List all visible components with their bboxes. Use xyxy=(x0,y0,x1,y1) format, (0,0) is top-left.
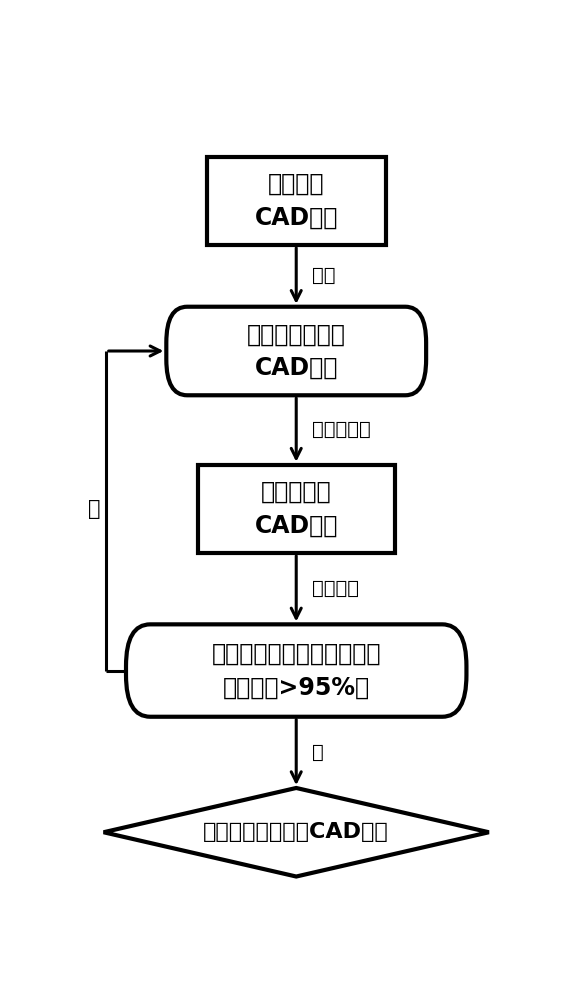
Polygon shape xyxy=(103,788,489,877)
Text: 模拟前模型为包套CAD模型: 模拟前模型为包套CAD模型 xyxy=(203,822,389,842)
Text: 否: 否 xyxy=(87,499,100,519)
Text: 变形量补偿: 变形量补偿 xyxy=(312,420,370,439)
Text: 零件三维
CAD模型: 零件三维 CAD模型 xyxy=(254,172,338,230)
Text: 补偿后零件
CAD模型: 补偿后零件 CAD模型 xyxy=(254,480,338,538)
Text: 模拟结果模型与零件模型尺
寸吻合（>95%）: 模拟结果模型与零件模型尺 寸吻合（>95%） xyxy=(212,642,381,699)
Text: 模拟: 模拟 xyxy=(312,266,335,285)
Text: 是: 是 xyxy=(312,743,324,762)
Bar xyxy=(198,465,395,553)
Text: 再次模拟: 再次模拟 xyxy=(312,579,359,598)
FancyBboxPatch shape xyxy=(166,307,426,395)
Text: 热等静压后零件
CAD模型: 热等静压后零件 CAD模型 xyxy=(247,322,346,380)
Bar xyxy=(207,157,386,245)
FancyBboxPatch shape xyxy=(126,624,466,717)
